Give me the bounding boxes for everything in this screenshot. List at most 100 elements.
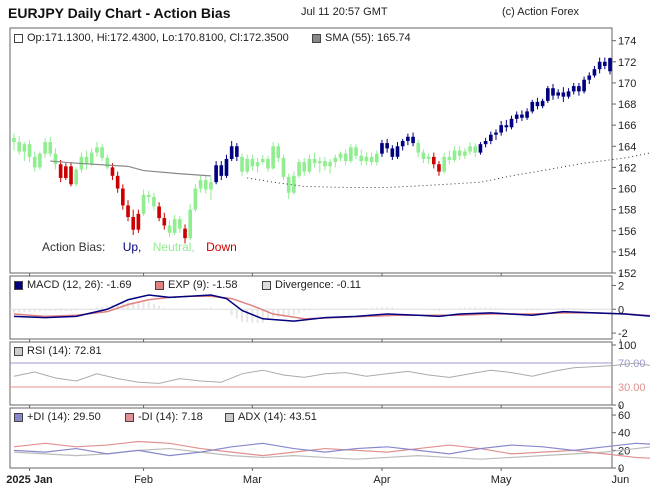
divergence-bar <box>526 309 529 311</box>
candle-body <box>162 218 167 226</box>
y-tick-label: 168 <box>618 99 636 111</box>
rsi-level-label: 70.00 <box>618 358 646 370</box>
candle-body <box>235 146 239 157</box>
divergence-bar <box>28 309 31 312</box>
divergence-bar <box>142 302 145 310</box>
candle-body <box>431 156 436 165</box>
candle-body <box>349 147 353 162</box>
divergence-bar <box>158 305 161 310</box>
divergence-bar <box>546 309 549 310</box>
divergence-bar <box>282 309 285 317</box>
divergence-bar <box>380 307 383 310</box>
candle-body <box>328 162 332 167</box>
divergence-bar <box>365 308 368 310</box>
divergence-bar <box>463 307 466 310</box>
mdi-line <box>13 440 650 459</box>
divergence-bar <box>204 307 207 310</box>
divergence-bar <box>489 307 492 310</box>
candle-body <box>556 92 560 96</box>
candle-body <box>198 180 203 189</box>
y-tick-label: 166 <box>618 120 636 132</box>
candle-body <box>183 228 187 239</box>
pdi-line <box>13 442 650 457</box>
divergence-bar <box>598 309 601 310</box>
x-tick-label: Feb <box>134 474 153 486</box>
divergence-bar <box>588 308 591 310</box>
adx-legend-label: ADX (14): 43.51 <box>238 411 317 423</box>
divergence-bar <box>349 308 352 310</box>
divergence-bar <box>479 307 482 310</box>
divergence-bar <box>163 307 166 310</box>
divergence-bar <box>75 309 78 312</box>
candle-body <box>369 156 374 163</box>
candle-body <box>323 161 327 167</box>
divergence-bar <box>603 309 606 310</box>
candle-body <box>27 144 32 157</box>
divergence-bar <box>23 309 26 313</box>
divergence-bar <box>64 309 67 312</box>
candle-body <box>385 143 389 149</box>
divergence-bar <box>370 307 373 310</box>
y-tick-label: 2 <box>618 281 624 293</box>
pdi-legend-label: +DI (14): 29.50 <box>27 411 101 423</box>
candle-body <box>452 150 457 161</box>
divergence-bar <box>209 307 212 310</box>
divergence-bar <box>303 309 306 312</box>
candle-body <box>17 142 21 152</box>
candle-body <box>520 114 524 118</box>
candle-body <box>43 142 47 154</box>
divergence-bar <box>95 307 98 310</box>
candle-body <box>121 188 125 206</box>
divergence-bar <box>147 302 150 310</box>
candle-body <box>307 158 312 172</box>
bias-up-label: Up, <box>122 240 142 254</box>
candle-body <box>188 209 193 239</box>
divergence-bar <box>292 309 295 316</box>
divergence-bar <box>577 308 580 310</box>
candle-body <box>152 196 156 207</box>
divergence-bar <box>127 302 130 310</box>
divergence-bar <box>33 309 36 312</box>
candle-body <box>260 158 265 163</box>
divergence-bar <box>557 308 560 310</box>
y-tick-label: 40 <box>618 428 630 440</box>
divergence-bar <box>484 307 487 310</box>
candle-body <box>400 140 405 147</box>
divergence-bar <box>85 309 88 310</box>
rsi-level-label: 30.00 <box>618 382 646 394</box>
candle-body <box>426 156 431 159</box>
candle-body <box>457 150 462 156</box>
divergence-bar <box>235 309 238 319</box>
candle-body <box>395 146 400 157</box>
divergence-bar <box>417 309 420 310</box>
mdi-legend-label: -DI (14): 7.18 <box>138 411 203 423</box>
panel-frame <box>9 27 613 274</box>
candle-body <box>551 88 555 96</box>
candle-body <box>178 219 182 229</box>
adx-line <box>13 446 650 460</box>
divergence-bar <box>339 308 342 310</box>
candle-body <box>250 158 255 167</box>
divergence-bar <box>458 307 461 310</box>
x-tick-label: Apr <box>373 474 390 486</box>
y-tick-label: 20 <box>618 445 630 457</box>
candle-body <box>411 136 415 144</box>
candle-body <box>209 182 213 190</box>
divergence-bar <box>412 308 415 310</box>
candle-body <box>126 205 130 218</box>
candle-body <box>571 86 576 92</box>
divergence-bar <box>184 309 187 310</box>
divergence-bar <box>474 307 477 310</box>
y-tick-label: 0 <box>618 304 624 316</box>
divergence-bar <box>334 308 337 310</box>
candle-body <box>286 176 291 193</box>
candle-body <box>203 180 208 190</box>
divergence-bar <box>70 309 73 312</box>
divergence-bar <box>298 309 301 314</box>
candle-body <box>281 157 286 177</box>
divergence-bar <box>355 308 358 310</box>
candle-body <box>312 158 317 164</box>
divergence-bar <box>277 309 280 318</box>
y-tick-label: 162 <box>618 162 636 174</box>
